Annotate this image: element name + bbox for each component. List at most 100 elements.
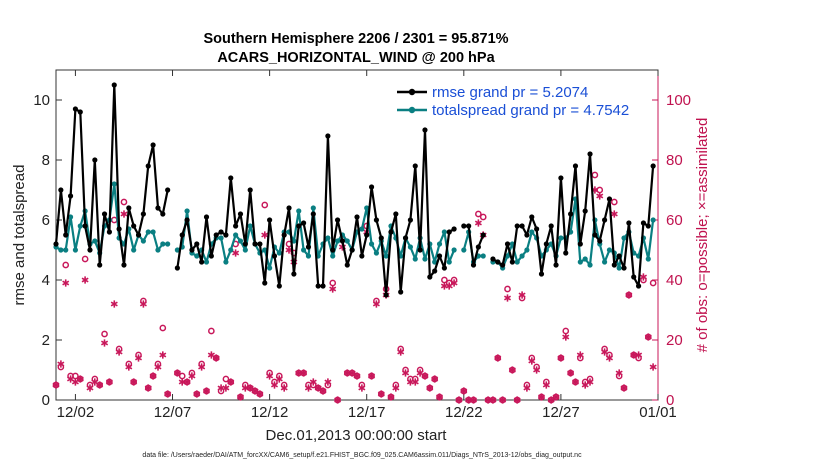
y-axis-right-label: # of obs: o=possible; ×=assimilated [694, 118, 711, 353]
y-right-tick-label: 20 [666, 332, 683, 349]
totalspread-point [451, 247, 457, 253]
rmse-point [135, 232, 142, 238]
assimilated-obs-marker [523, 384, 531, 392]
rmse-point [199, 259, 205, 265]
assimilated-obs-marker [601, 348, 609, 356]
totalspread-point [228, 247, 234, 253]
rmse-point [53, 241, 59, 247]
rmse-point [597, 238, 603, 244]
rmse-point [344, 262, 350, 268]
rmse-point [398, 289, 404, 295]
assimilated-obs-marker [212, 354, 220, 362]
totalspread-point [529, 229, 535, 235]
assimilated-obs-marker [280, 384, 288, 392]
possible-obs-marker [504, 285, 511, 293]
assimilated-obs-marker [615, 369, 623, 377]
rmse-line [54, 83, 655, 297]
totalspread-point [174, 247, 180, 253]
assimilated-obs-marker [649, 363, 657, 371]
rmse-point [218, 229, 224, 235]
x-tick-label: 12/22 [445, 404, 483, 421]
assimilated-obs-marker [528, 357, 536, 365]
possible-obs-marker [610, 198, 618, 206]
rmse-point [82, 223, 88, 229]
rmse-point [276, 283, 282, 289]
assimilated-obs-marker [625, 291, 633, 299]
possible-obs-marker [159, 324, 167, 332]
y-right-tick-label: 0 [666, 392, 674, 409]
rmse-point [155, 205, 161, 211]
rmse-point [364, 232, 370, 238]
assimilated-obs-marker [105, 378, 113, 386]
assimilated-obs-marker [324, 378, 332, 386]
totalspread-point [330, 253, 336, 259]
assimilated-obs-marker [115, 348, 123, 356]
rmse-point [432, 268, 438, 274]
y-tick-label: 8 [42, 152, 50, 169]
possible-obs-marker [475, 210, 482, 218]
chart-title: Southern Hemisphere 2206 / 2301 = 95.871… [203, 31, 508, 47]
legend-totalspread-marker [408, 106, 416, 114]
rmse-point [286, 205, 292, 211]
totalspread-point [63, 247, 69, 253]
totalspread-point [72, 247, 79, 253]
totalspread-point [77, 223, 83, 229]
assimilated-obs-marker [450, 279, 458, 287]
assimilated-obs-marker [494, 354, 502, 362]
rmse-point [529, 214, 535, 220]
rmse-point [461, 223, 467, 229]
y-right-tick-label: 60 [666, 212, 683, 229]
totalspread-point [601, 259, 608, 265]
assimilated-obs-marker [402, 369, 410, 377]
rmse-point [320, 283, 326, 289]
totalspread-point [131, 247, 137, 253]
totalspread-point [334, 238, 341, 244]
assimilated-obs-marker [426, 384, 434, 392]
rmse-point [446, 229, 452, 235]
totalspread-point [441, 229, 447, 235]
possible-obs-marker [81, 255, 89, 263]
totalspread-point [150, 229, 156, 235]
rmse-point [388, 229, 394, 235]
totalspread-point [446, 259, 452, 265]
rmse-point [300, 220, 307, 226]
assimilated-obs-marker [421, 372, 429, 380]
rmse-point [106, 229, 113, 235]
rmse-point [534, 226, 540, 232]
chart-subtitle: ACARS_HORIZONTAL_WIND @ 200 hPa [217, 50, 495, 66]
rmse-point [427, 274, 433, 280]
rmse-point [184, 217, 190, 223]
totalspread-point [203, 259, 210, 265]
rmse-point [165, 187, 171, 193]
y-right-tick-label: 100 [666, 92, 691, 109]
rmse-point [640, 220, 647, 226]
assimilated-obs-marker [183, 378, 191, 386]
totalspread-point [621, 235, 627, 241]
rmse-point [402, 235, 409, 241]
totalspread-point [305, 253, 312, 259]
rmse-point [611, 262, 617, 268]
assimilated-obs-marker [261, 231, 269, 239]
rmse-point [373, 217, 380, 223]
rmse-point [616, 253, 622, 259]
rmse-point [592, 232, 598, 238]
rmse-point [650, 163, 656, 169]
rmse-point [354, 214, 360, 220]
y-tick-label: 2 [42, 332, 50, 349]
rmse-point [495, 259, 501, 265]
rmse-point [228, 175, 234, 181]
assimilated-obs-marker [319, 387, 327, 395]
totalspread-point [368, 241, 375, 247]
assimilated-obs-marker [552, 393, 560, 401]
assimilated-obs-marker [571, 378, 580, 386]
legend-totalspread-label: totalspread grand pr = 4.7542 [432, 102, 629, 119]
assimilated-obs-marker [256, 390, 264, 398]
rmse-point [92, 157, 98, 163]
rmse-point [553, 262, 559, 268]
totalspread-point [160, 241, 166, 247]
rmse-point [310, 211, 316, 217]
assimilated-obs-marker [227, 378, 235, 386]
rmse-point [160, 211, 166, 217]
assimilated-obs-marker [266, 372, 274, 380]
assimilated-obs-marker [329, 285, 337, 293]
